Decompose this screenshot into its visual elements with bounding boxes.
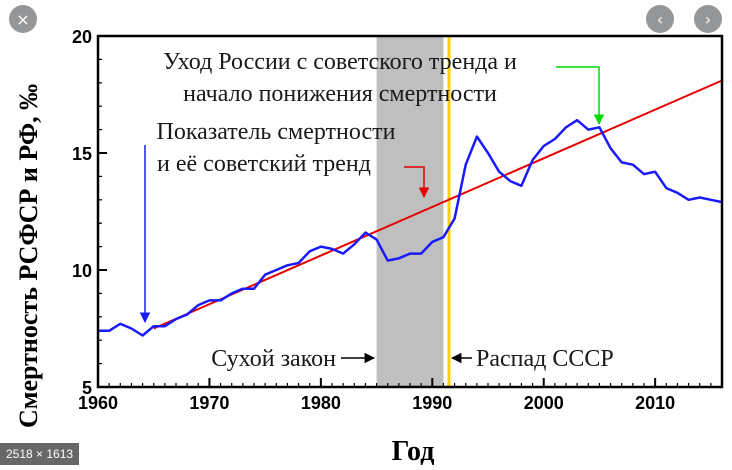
y-axis-label: Смертность РСФСР и РФ, ‰	[14, 84, 43, 428]
chevron-right-icon[interactable]: ›	[694, 5, 722, 33]
x-axis-ticks: 1960 1970 1980 1990 2000 2010	[78, 378, 723, 413]
chevron-left-icon[interactable]: ‹	[646, 5, 674, 33]
y-tick-label: 20	[72, 27, 92, 47]
image-dimensions-badge: 2518 × 1613	[0, 443, 80, 465]
annotation-mortality-line1: Показатель смертности	[157, 119, 396, 145]
x-tick-label: 1960	[78, 393, 118, 413]
soviet-trend-line	[153, 79, 723, 330]
x-tick-label: 2010	[635, 393, 675, 413]
arrow-green	[556, 66, 605, 126]
x-tick-label: 1970	[189, 393, 229, 413]
x-tick-label: 1990	[412, 393, 452, 413]
y-axis-ticks: 5 10 15 20	[72, 27, 107, 398]
annotation-ussr-collapse: Распад СССР	[476, 346, 614, 372]
arrow-red	[404, 166, 430, 199]
mortality-series-line	[98, 118, 723, 337]
y-tick-label: 15	[72, 144, 92, 164]
x-axis-label: Год	[392, 436, 435, 467]
x-tick-label: 2000	[524, 393, 564, 413]
annotation-mortality-line2: и её советский тренд	[157, 151, 371, 177]
annotation-dry-law: Сухой закон	[211, 346, 336, 372]
y-tick-label: 5	[82, 378, 92, 398]
y-tick-label: 10	[72, 261, 92, 281]
close-icon[interactable]: ×	[9, 5, 37, 33]
annotation-trend-departure-line2: начало понижения смертности	[183, 81, 497, 107]
annotation-trend-departure-line1: Уход России с советского тренда и	[163, 49, 517, 75]
x-tick-label: 1980	[301, 393, 341, 413]
dry-law-shaded-region	[376, 36, 444, 387]
